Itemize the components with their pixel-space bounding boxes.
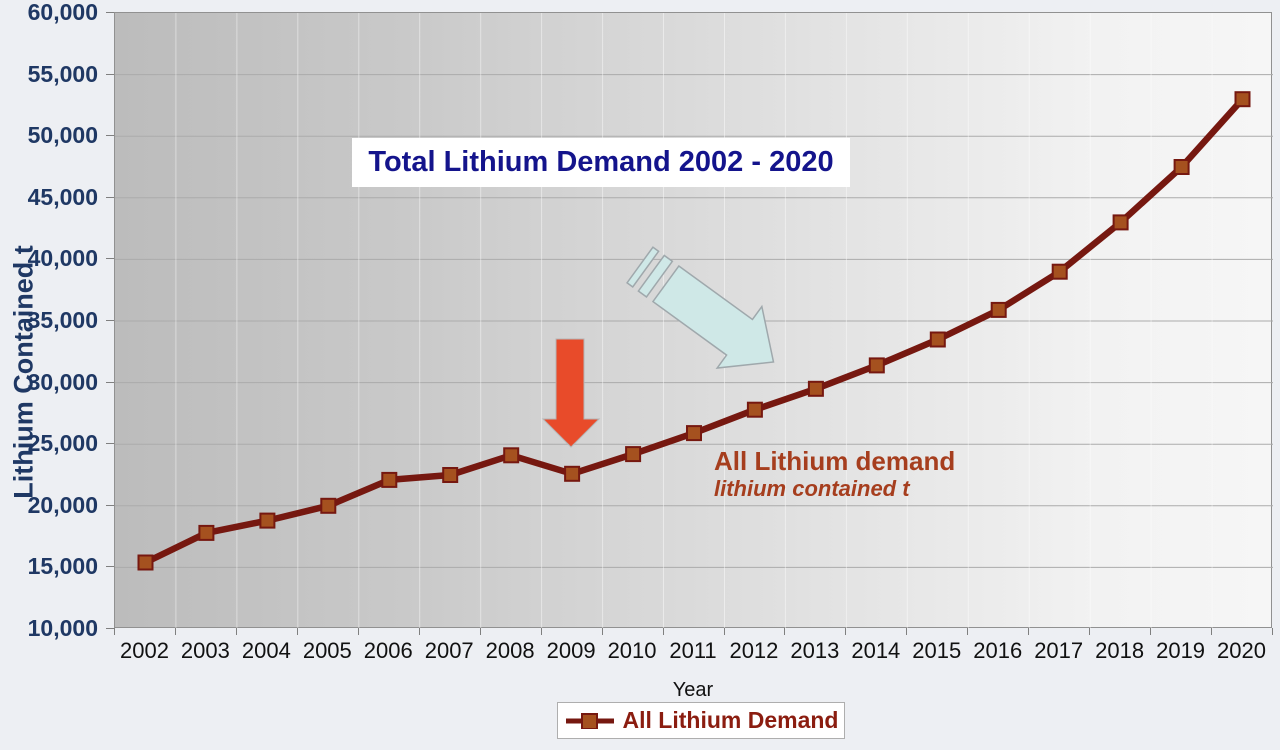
data-point-marker: [1173, 159, 1190, 175]
chart-title: Total Lithium Demand 2002 - 2020: [368, 146, 834, 178]
x-axis-tick-label: 2005: [302, 638, 352, 663]
y-axis-tick-label: 55,000: [27, 60, 98, 87]
x-axis-tick-mark: [540, 628, 542, 635]
y-axis-tick-label: 50,000: [27, 122, 98, 149]
legend-line-marker-icon: [565, 712, 614, 729]
x-axis-tick-label: 2012: [729, 638, 779, 663]
legend: All Lithium Demand: [557, 702, 845, 739]
x-axis-tick-mark: [784, 628, 786, 635]
x-axis-tick-label: 2019: [1156, 638, 1206, 663]
x-axis-tick-label: 2020: [1217, 638, 1266, 663]
y-axis-tick-mark: [106, 12, 114, 13]
x-axis-tick-mark: [723, 628, 725, 635]
x-axis-tick-mark: [479, 628, 481, 635]
y-axis-tick-label: 20,000: [27, 491, 98, 518]
x-axis-tick-mark: [662, 628, 664, 635]
y-axis-tick-label: 35,000: [27, 307, 98, 333]
x-axis-tick-label: 2009: [546, 638, 596, 663]
data-point-marker: [625, 446, 642, 463]
x-axis-tick-mark: [1150, 628, 1152, 635]
data-point-marker: [1234, 91, 1251, 108]
chart-canvas: [115, 13, 1273, 629]
x-axis-tick-mark: [174, 628, 176, 635]
y-axis-tick-mark: [106, 196, 114, 198]
x-axis-tick-label: 2013: [790, 638, 840, 663]
y-axis-tick-label: 45,000: [27, 183, 98, 210]
legend-label: All Lithium Demand: [622, 707, 839, 733]
x-axis-tick-mark: [1028, 628, 1030, 635]
y-axis-tick-label: 60,000: [27, 0, 98, 25]
y-axis-tick-label: 30,000: [27, 368, 98, 395]
x-axis-tick-label: 2015: [912, 638, 962, 663]
x-axis-tick-label: 2004: [241, 638, 291, 663]
data-point-marker: [564, 465, 581, 482]
data-point-marker: [868, 357, 885, 374]
data-point-marker: [807, 380, 824, 397]
x-axis-tick-label: 2002: [119, 638, 169, 663]
x-axis-tick-label: 2018: [1095, 638, 1145, 663]
x-axis-tick-mark: [845, 628, 847, 635]
chart-title-box: Total Lithium Demand 2002 - 2020: [352, 138, 850, 187]
x-axis-tick-mark: [296, 628, 298, 635]
demand-line-series: [137, 91, 1251, 571]
y-axis-tick-mark: [106, 381, 114, 383]
series-annotation-label: All Lithium demand: [714, 446, 956, 476]
plot-area: [114, 12, 1273, 629]
y-axis-tick-label: 25,000: [27, 430, 98, 457]
x-axis-tick-label: 2006: [363, 638, 413, 663]
blue-diagonal-arrow-icon: [626, 246, 775, 369]
y-axis-tick-mark: [106, 443, 114, 445]
series-annotation-sublabel: lithium contained t: [714, 476, 910, 501]
y-axis-tick-label: 10,000: [27, 615, 98, 641]
series-annotation: All Lithium demand lithium contained t: [714, 446, 955, 502]
x-axis-tick-label: 2003: [180, 638, 230, 663]
data-point-marker: [259, 512, 276, 529]
x-axis-tick-label: 2011: [669, 638, 717, 663]
x-axis-tick-mark: [967, 628, 969, 635]
x-axis-tick-label: 2016: [973, 638, 1023, 663]
x-axis-tick-label: 2010: [607, 638, 657, 663]
x-axis-title: Year: [672, 679, 714, 701]
x-axis-tick-label: 2014: [851, 638, 901, 663]
x-axis-tick-label: 2017: [1034, 638, 1084, 663]
y-axis-tick-mark: [106, 320, 114, 321]
data-point-marker: [929, 331, 946, 348]
x-axis-tick-mark: [1211, 628, 1213, 635]
x-axis-tick-label: 2007: [424, 638, 474, 663]
x-axis-tick-mark: [1272, 628, 1273, 635]
y-axis-tick-mark: [106, 258, 114, 260]
data-point-marker: [1051, 263, 1068, 280]
data-point-marker: [198, 524, 215, 541]
data-point-marker: [503, 447, 520, 464]
gridlines: [115, 13, 1273, 629]
data-point-marker: [320, 497, 337, 514]
data-point-marker: [381, 471, 398, 488]
x-axis-tick-mark: [906, 628, 908, 635]
x-axis-tick-mark: [235, 628, 237, 635]
x-axis-tick-mark: [357, 628, 359, 635]
y-axis-tick-mark: [106, 135, 114, 137]
y-axis-tick-mark: [106, 73, 114, 75]
x-axis-tick-mark: [601, 628, 603, 635]
y-axis-tick-mark: [106, 504, 114, 506]
x-axis-tick-mark: [418, 628, 420, 635]
y-axis-tick-mark: [106, 628, 114, 629]
y-axis-tick-label: 15,000: [27, 553, 98, 580]
red-down-arrow-icon: [541, 338, 601, 448]
data-point-marker: [990, 301, 1007, 318]
x-axis-tick-mark: [1089, 628, 1091, 635]
data-point-marker: [137, 554, 154, 571]
data-point-marker: [746, 401, 763, 418]
data-point-marker: [686, 425, 702, 442]
data-point-marker: [442, 467, 459, 483]
y-axis-tick-mark: [106, 566, 114, 568]
x-axis-tick-mark: [114, 628, 115, 635]
y-axis-tick-label: 40,000: [27, 245, 98, 272]
data-point-marker: [1112, 214, 1129, 231]
x-axis-tick-label: 2008: [485, 638, 535, 663]
